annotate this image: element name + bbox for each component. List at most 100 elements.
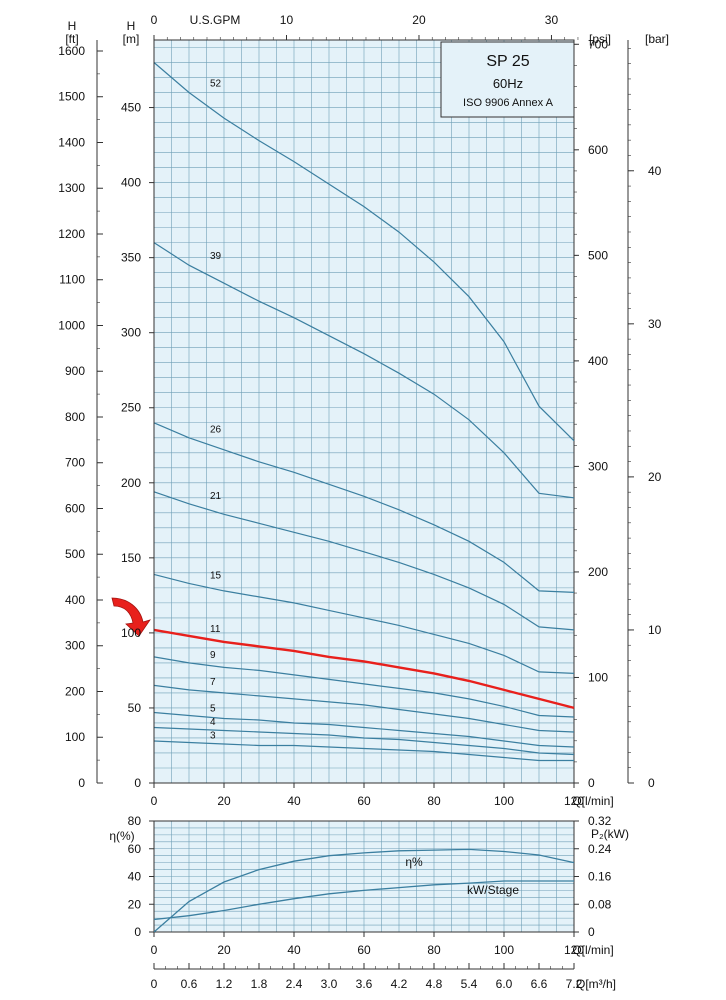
psi-tick-label: 0 (588, 776, 595, 790)
bar-tick-label: 40 (648, 164, 662, 178)
m3h-axis-label: Q[m³/h] (576, 977, 616, 991)
m-tick-label: 450 (121, 101, 141, 115)
psi-tick-label: 500 (588, 248, 608, 262)
m-tick-label: 250 (121, 401, 141, 415)
curve-26 (153, 422, 575, 593)
psi-tick-label: 600 (588, 143, 608, 157)
psi-tick-label: 100 (588, 670, 608, 684)
eff-tick-label: 60 (128, 842, 142, 856)
ft-tick-label: 100 (65, 730, 85, 744)
x-tick-label: 40 (287, 794, 301, 808)
eff-x-tick-label: 20 (217, 943, 231, 957)
chart-subtitle: 60Hz (493, 76, 523, 91)
gpm-tick-label: 30 (545, 13, 559, 27)
curve-52 (153, 62, 575, 442)
ft-tick-label: 1300 (58, 181, 85, 195)
curve-3 (153, 740, 574, 762)
curve-label-9: 9 (210, 650, 216, 661)
m-tick-label: 300 (121, 326, 141, 340)
m3h-tick-label: 1.2 (216, 977, 233, 991)
x-axis-label: Q[l/min] (572, 794, 613, 808)
m-tick-label: 200 (121, 476, 141, 490)
curve-21 (153, 491, 575, 631)
m-axis-label-unit: [m] (123, 32, 140, 46)
m-tick-label: 50 (128, 701, 142, 715)
x-tick-label: 20 (217, 794, 231, 808)
ft-tick-label: 500 (65, 547, 85, 561)
ft-tick-label: 600 (65, 501, 85, 515)
curve-label-52: 52 (210, 78, 222, 89)
bar-tick-label: 20 (648, 470, 662, 484)
kw-axis-label: P₂(kW) (591, 827, 629, 841)
ft-tick-label: 900 (65, 364, 85, 378)
m3h-tick-label: 3.0 (321, 977, 338, 991)
kw-curve-label: kW/Stage (467, 883, 519, 897)
ft-tick-label: 1400 (58, 135, 85, 149)
curve-label-15: 15 (210, 571, 222, 582)
kw-tick-label: 0.24 (588, 842, 612, 856)
curve-label-3: 3 (210, 730, 216, 741)
m-tick-label: 0 (134, 776, 141, 790)
x-tick-label: 100 (494, 794, 514, 808)
m3h-tick-label: 6.6 (531, 977, 548, 991)
curve-label-5: 5 (210, 703, 216, 714)
kw-tick-label: 0.16 (588, 870, 612, 884)
chart-standard: ISO 9906 Annex A (463, 97, 554, 109)
m3h-tick-label: 6.0 (496, 977, 513, 991)
m-tick-label: 350 (121, 251, 141, 265)
curve-4 (153, 726, 575, 756)
bar-tick-label: 0 (648, 776, 655, 790)
x-tick-label: 60 (357, 794, 371, 808)
m-tick-label: 400 (121, 176, 141, 190)
curve-label-7: 7 (210, 677, 216, 688)
curve-39 (153, 242, 575, 499)
ft-tick-label: 400 (65, 593, 85, 607)
curve-7 (153, 684, 575, 733)
psi-tick-label: 300 (588, 459, 608, 473)
curve-5 (153, 711, 575, 748)
gpm-tick-label: 0 (151, 13, 158, 27)
bar-axis-label: [bar] (645, 32, 669, 46)
m3h-tick-label: 0.6 (181, 977, 198, 991)
x-tick-label: 0 (151, 794, 158, 808)
eff-grid (153, 820, 575, 933)
kw-tick-label: 0 (588, 925, 595, 939)
gpm-tick-label: 10 (280, 13, 294, 27)
ft-tick-label: 0 (78, 776, 85, 790)
m3h-tick-label: 5.4 (461, 977, 478, 991)
bar-tick-label: 30 (648, 317, 662, 331)
kw-tick-label: 0.08 (588, 897, 612, 911)
eff-x-tick-label: 60 (357, 943, 371, 957)
ft-tick-label: 1500 (58, 90, 85, 104)
curve-kw-stage (153, 880, 574, 921)
ft-tick-label: 1000 (58, 318, 85, 332)
ft-axis-label-unit: [ft] (65, 32, 78, 46)
m3h-tick-label: 4.8 (426, 977, 443, 991)
eff-x-axis-label: Q[l/min] (572, 943, 613, 957)
m3h-tick-label: 0 (151, 977, 158, 991)
eff-x-tick-label: 80 (427, 943, 441, 957)
curve-label-4: 4 (210, 717, 216, 728)
curve-label-39: 39 (210, 251, 222, 262)
gpm-axis-label: U.S.GPM (190, 13, 241, 27)
eff-x-tick-label: 0 (151, 943, 158, 957)
m3h-tick-label: 2.4 (286, 977, 303, 991)
eff-tick-label: 40 (128, 870, 142, 884)
psi-tick-label: 400 (588, 354, 608, 368)
curve-label-26: 26 (210, 424, 222, 435)
m3h-tick-label: 1.8 (251, 977, 268, 991)
m-tick-label: 100 (121, 626, 141, 640)
eff-tick-label: 0 (134, 925, 141, 939)
psi-axis-label: [psi] (589, 32, 611, 46)
curve-11 (153, 628, 575, 710)
psi-tick-label: 200 (588, 565, 608, 579)
m-axis-label-h: H (127, 19, 136, 33)
gpm-tick-label: 20 (412, 13, 426, 27)
ft-tick-label: 800 (65, 410, 85, 424)
ft-axis-label-h: H (68, 19, 77, 33)
title-box (440, 41, 575, 118)
x-tick-label: 120 (564, 794, 584, 808)
curve-15 (153, 573, 575, 674)
m3h-tick-label: 3.6 (356, 977, 373, 991)
